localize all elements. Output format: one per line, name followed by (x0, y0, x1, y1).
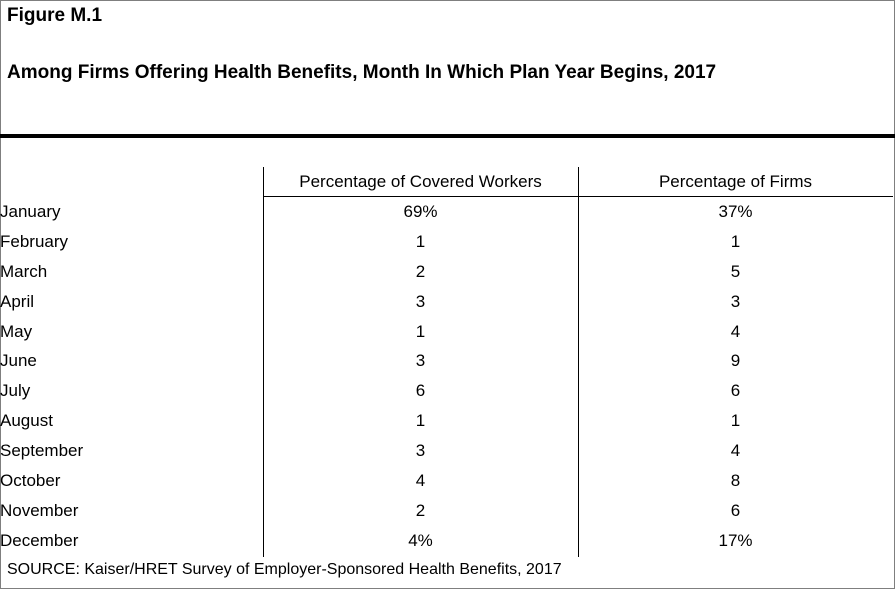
month-cell: March (0, 261, 48, 281)
month-cell: May (0, 321, 33, 341)
table-row: January 69% 37% (0, 197, 893, 227)
firms-cell: 6 (730, 381, 741, 401)
workers-cell: 4 (415, 470, 426, 490)
column-header-workers: Percentage of Covered Workers (299, 172, 542, 191)
month-cell: June (0, 351, 37, 371)
figure-label: Figure M.1 (7, 5, 103, 26)
header-underline (263, 196, 893, 197)
table-row: August 1 1 (0, 406, 893, 436)
firms-cell: 37% (718, 201, 753, 221)
table-row: December 4% 17% (0, 526, 893, 556)
table-row: May 1 4 (0, 317, 893, 347)
figure-title: Among Firms Offering Health Benefits, Mo… (7, 62, 717, 83)
firms-cell: 4 (730, 441, 741, 461)
month-cell: July (0, 381, 31, 401)
firms-cell: 9 (730, 351, 741, 371)
workers-cell: 1 (415, 321, 426, 341)
table-row: November 2 6 (0, 496, 893, 526)
month-cell: August (0, 411, 53, 431)
table-row: February 1 1 (0, 227, 893, 257)
workers-cell: 6 (415, 381, 426, 401)
firms-cell: 3 (730, 291, 741, 311)
column-header-firms: Percentage of Firms (658, 172, 813, 191)
firms-cell: 6 (730, 500, 741, 520)
month-cell: April (0, 291, 35, 311)
firms-cell: 17% (718, 530, 753, 550)
workers-cell: 4% (408, 530, 433, 550)
workers-cell: 3 (415, 291, 426, 311)
source-note: SOURCE: Kaiser/HRET Survey of Employer-S… (7, 561, 562, 578)
workers-cell: 1 (415, 411, 426, 431)
month-cell: February (0, 231, 69, 251)
table-row: October 4 8 (0, 466, 893, 496)
workers-cell: 1 (415, 231, 426, 251)
column-divider-right (578, 167, 579, 557)
firms-cell: 1 (730, 231, 741, 251)
workers-cell: 3 (415, 351, 426, 371)
title-divider (0, 134, 895, 138)
table-row: June 3 9 (0, 346, 893, 376)
data-table: January 69% 37% February 1 1 March 2 5 April 3 3 May… (0, 197, 893, 556)
month-cell: December (0, 530, 79, 550)
month-cell: October (0, 470, 61, 490)
workers-cell: 69% (403, 201, 438, 221)
workers-cell: 3 (415, 441, 426, 461)
month-cell: September (0, 441, 84, 461)
workers-cell: 2 (415, 261, 426, 281)
firms-cell: 5 (730, 261, 741, 281)
table-row: April 3 3 (0, 287, 893, 317)
workers-cell: 2 (415, 500, 426, 520)
firms-cell: 1 (730, 411, 741, 431)
table-row: July 6 6 (0, 376, 893, 406)
table-row: March 2 5 (0, 257, 893, 287)
firms-cell: 4 (730, 321, 741, 341)
month-cell: November (0, 500, 79, 520)
firms-cell: 8 (730, 470, 741, 490)
month-cell: January (0, 201, 61, 221)
column-divider-left (263, 167, 264, 557)
table-row: September 3 4 (0, 436, 893, 466)
